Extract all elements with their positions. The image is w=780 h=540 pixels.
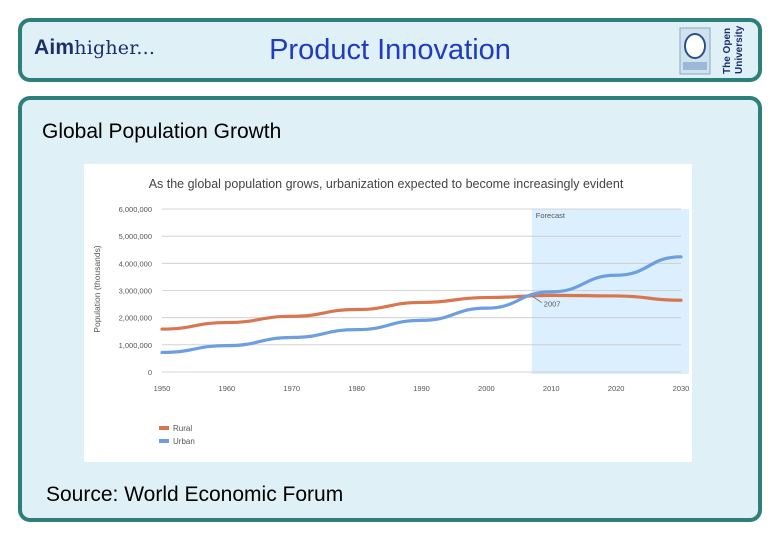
legend-swatch-rural xyxy=(159,426,169,430)
y-tick-label: 2,000,000 xyxy=(119,314,152,323)
series-line-rural xyxy=(160,293,683,331)
content-panel: Global Population Growth As the global p… xyxy=(18,96,762,522)
x-tick-label: 1990 xyxy=(413,384,430,393)
legend-label-rural: Rural xyxy=(173,424,192,433)
population-chart-svg: As the global population grows, urbaniza… xyxy=(92,177,690,446)
y-tick-label: 3,000,000 xyxy=(119,287,152,296)
population-chart: As the global population grows, urbaniza… xyxy=(84,164,692,462)
source-note: Source: World Economic Forum xyxy=(46,483,344,506)
aimhigher-logo: Aimhigher... xyxy=(34,36,155,60)
aimhigher-logo-mark: Aim xyxy=(34,36,75,59)
x-tick-label: 2030 xyxy=(673,384,690,393)
x-tick-label: 1980 xyxy=(348,384,365,393)
section-title: Global Population Growth xyxy=(42,120,282,143)
chart-title: As the global population grows, urbaniza… xyxy=(149,177,624,191)
page-title: Product Innovation xyxy=(269,34,511,66)
y-tick-label: 1,000,000 xyxy=(119,341,152,350)
y-tick-label: 0 xyxy=(148,368,152,377)
y-tick-label: 4,000,000 xyxy=(119,259,152,268)
open-university-logo: The Open University xyxy=(679,26,745,75)
x-tick-label: 1970 xyxy=(283,384,300,393)
x-tick-label: 2000 xyxy=(478,384,495,393)
annotation-label: 2007 xyxy=(544,300,561,309)
x-tick-label: 1960 xyxy=(219,384,236,393)
ou-logo-line1: The Open xyxy=(722,28,733,74)
series-line-urban xyxy=(160,255,683,355)
legend-swatch-urban xyxy=(159,439,169,443)
x-tick-label: 2020 xyxy=(608,384,625,393)
legend-label-urban: Urban xyxy=(173,437,195,446)
y-axis-label: Population (thousands) xyxy=(92,245,102,333)
y-tick-label: 5,000,000 xyxy=(119,232,152,241)
ou-logo-line2: University xyxy=(734,26,745,74)
aimhigher-logo-text: higher... xyxy=(74,37,156,59)
annotation-pointer xyxy=(532,296,543,303)
x-tick-label: 1950 xyxy=(154,384,171,393)
x-tick-label: 2010 xyxy=(543,384,560,393)
header-panel: Aimhigher... Product Innovation The Open… xyxy=(18,18,762,82)
y-tick-label: 6,000,000 xyxy=(119,205,152,214)
forecast-label: Forecast xyxy=(536,211,566,220)
